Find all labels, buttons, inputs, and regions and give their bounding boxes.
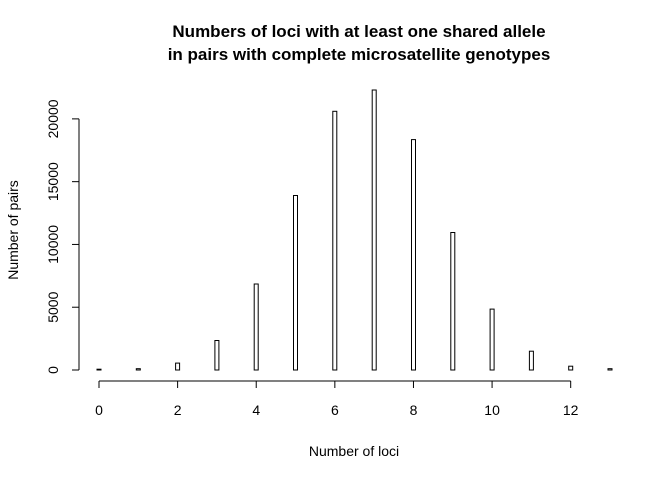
- x-tick-label-8: 8: [410, 402, 418, 418]
- x-tick-label-12: 12: [563, 402, 579, 418]
- bar-11: [528, 350, 534, 371]
- chart-title-line-2: in pairs with complete microsatellite ge…: [168, 45, 551, 64]
- bar-1: [135, 368, 141, 371]
- x-tick-label-10: 10: [484, 402, 500, 418]
- x-tick-label-4: 4: [252, 402, 260, 418]
- bars-group: [96, 89, 613, 371]
- x-axis-label: Number of loci: [309, 443, 399, 459]
- bar-13: [607, 368, 613, 371]
- bar-0: [96, 368, 102, 371]
- bar-7: [371, 89, 377, 371]
- bar-5: [293, 195, 298, 371]
- bar-8: [411, 139, 416, 371]
- y-axis-label: Number of pairs: [5, 180, 21, 280]
- bar-12: [568, 365, 574, 371]
- bar-4: [253, 283, 259, 371]
- y-tick-label-15000: 15000: [45, 162, 61, 201]
- y-axis: 0 5000 10000 15000 20000: [45, 99, 80, 374]
- y-tick-label-5000: 5000: [45, 291, 61, 322]
- bar-9: [450, 232, 456, 371]
- bar-10: [489, 308, 495, 371]
- chart-title-line-1: Numbers of loci with at least one shared…: [172, 22, 545, 41]
- bar-2: [175, 362, 181, 371]
- x-tick-label-2: 2: [174, 402, 182, 418]
- bar-3: [214, 340, 220, 371]
- bar-6: [332, 110, 338, 371]
- y-tick-label-20000: 20000: [45, 99, 61, 138]
- y-tick-label-10000: 10000: [45, 225, 61, 264]
- x-tick-label-6: 6: [331, 402, 339, 418]
- y-tick-label-0: 0: [45, 366, 61, 374]
- x-axis: 0 2 4 6 8 10 12: [95, 380, 579, 418]
- x-tick-label-0: 0: [95, 402, 103, 418]
